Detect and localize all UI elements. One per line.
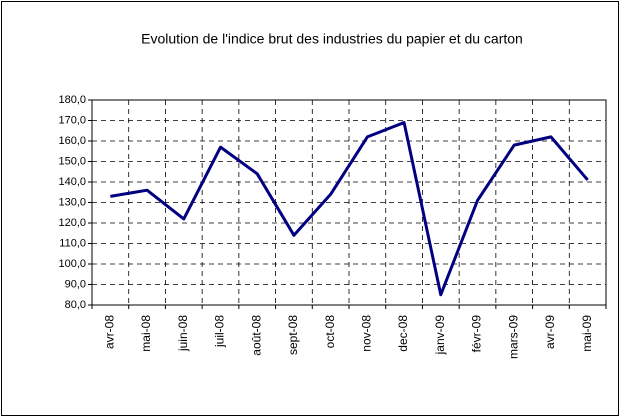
x-tick-label: janv-09 (433, 315, 447, 356)
x-tick-label: mars-09 (506, 315, 520, 359)
y-tick-label: 140,0 (58, 176, 86, 188)
x-tick-label: juin-08 (176, 315, 190, 352)
x-tick-label: dec-08 (396, 315, 410, 352)
x-tick-label: avr-08 (103, 315, 117, 349)
y-tick-label: 160,0 (58, 135, 86, 147)
x-tick-label: août-08 (249, 315, 263, 356)
x-tick-label: févr-09 (470, 315, 484, 353)
y-tick-label: 100,0 (58, 258, 86, 270)
y-tick-label: 130,0 (58, 196, 86, 208)
x-tick-label: juil-08 (213, 315, 227, 348)
x-tick-label: sept-08 (286, 315, 300, 355)
y-tick-label: 120,0 (58, 217, 86, 229)
y-tick-label: 110,0 (59, 237, 86, 249)
chart-title: Evolution de l'indice brut des industrie… (141, 31, 523, 47)
line-series (110, 121, 589, 297)
x-tick-label: nov-08 (360, 315, 374, 352)
y-tick-label: 150,0 (58, 155, 86, 167)
y-tick-label: 90,0 (65, 278, 86, 290)
y-tick-label: 170,0 (58, 114, 86, 126)
plot-area (91, 99, 607, 306)
y-tick-label: 180,0 (58, 94, 86, 106)
x-tick-label: oct-08 (323, 315, 337, 349)
x-tick-label: mai-08 (139, 315, 153, 352)
x-tick-label: mai-09 (580, 315, 594, 352)
y-tick-label: 80,0 (65, 299, 86, 311)
x-tick-label: avr-09 (543, 315, 557, 349)
